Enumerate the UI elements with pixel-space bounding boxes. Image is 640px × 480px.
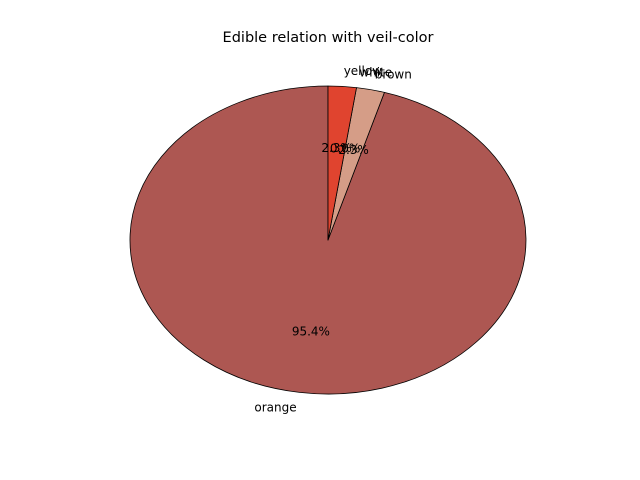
slice-percent-orange: 95.4% xyxy=(292,324,330,338)
slice-label-brown: brown xyxy=(375,68,412,82)
slice-label-white: white xyxy=(359,65,392,79)
slice-percent-brown: 2.3% xyxy=(338,143,369,157)
pie-labels: orange 95.4% brown 2.3% white 0.0% yellow 2.3% xyxy=(254,64,411,415)
chart-title: Edible relation with veil-color xyxy=(223,30,434,46)
slice-percent-white: 0.0% xyxy=(330,142,361,156)
slice-label-yellow: yellow xyxy=(344,64,382,78)
pie-slices xyxy=(129,85,527,395)
slice-label-orange: orange xyxy=(254,401,296,415)
pie-slice-yellow xyxy=(327,85,357,241)
slice-percent-yellow: 2.3% xyxy=(321,141,352,155)
